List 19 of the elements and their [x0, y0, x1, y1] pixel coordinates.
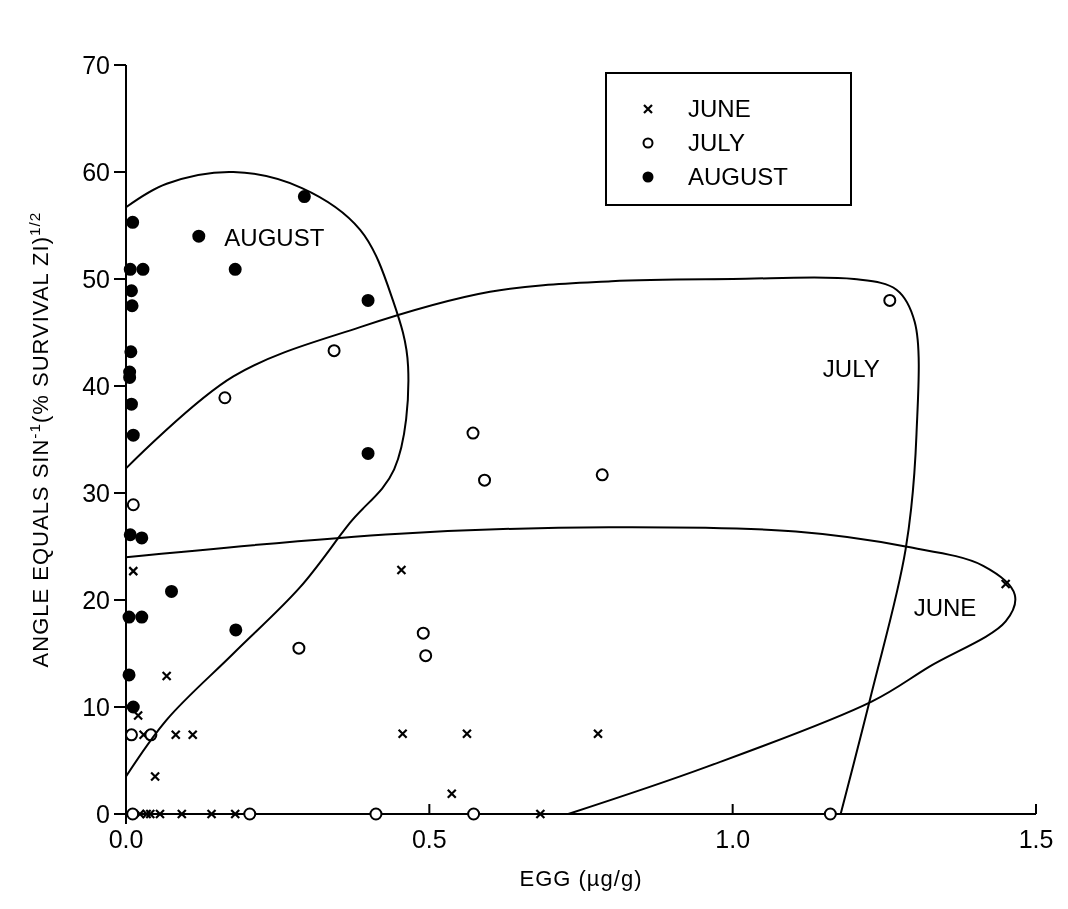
annotation: AUGUST	[224, 223, 325, 251]
legend-label: AUGUST	[688, 163, 789, 191]
x-tick-label: 0.0	[108, 825, 144, 853]
x-tick-label: 1.5	[1018, 825, 1054, 853]
x-tick-label: 1.0	[715, 825, 751, 853]
y-tick-label: 0	[96, 799, 110, 828]
annotation: JULY	[822, 355, 880, 383]
y-tick-label: 20	[82, 585, 110, 614]
x-axis-title: EGG (µg/g)	[519, 866, 643, 891]
annotation: JUNE	[913, 593, 977, 621]
legend-label: JUNE	[688, 95, 751, 123]
y-tick-label: 10	[82, 692, 110, 721]
x-tick-label: 0.5	[411, 825, 447, 853]
y-tick-label: 50	[82, 264, 110, 293]
y-tick-label: 40	[82, 371, 110, 400]
y-tick-label: 60	[82, 157, 110, 186]
y-tick-label: 30	[82, 478, 110, 507]
y-tick-label: 70	[82, 50, 110, 79]
legend-label: JULY	[688, 129, 745, 157]
